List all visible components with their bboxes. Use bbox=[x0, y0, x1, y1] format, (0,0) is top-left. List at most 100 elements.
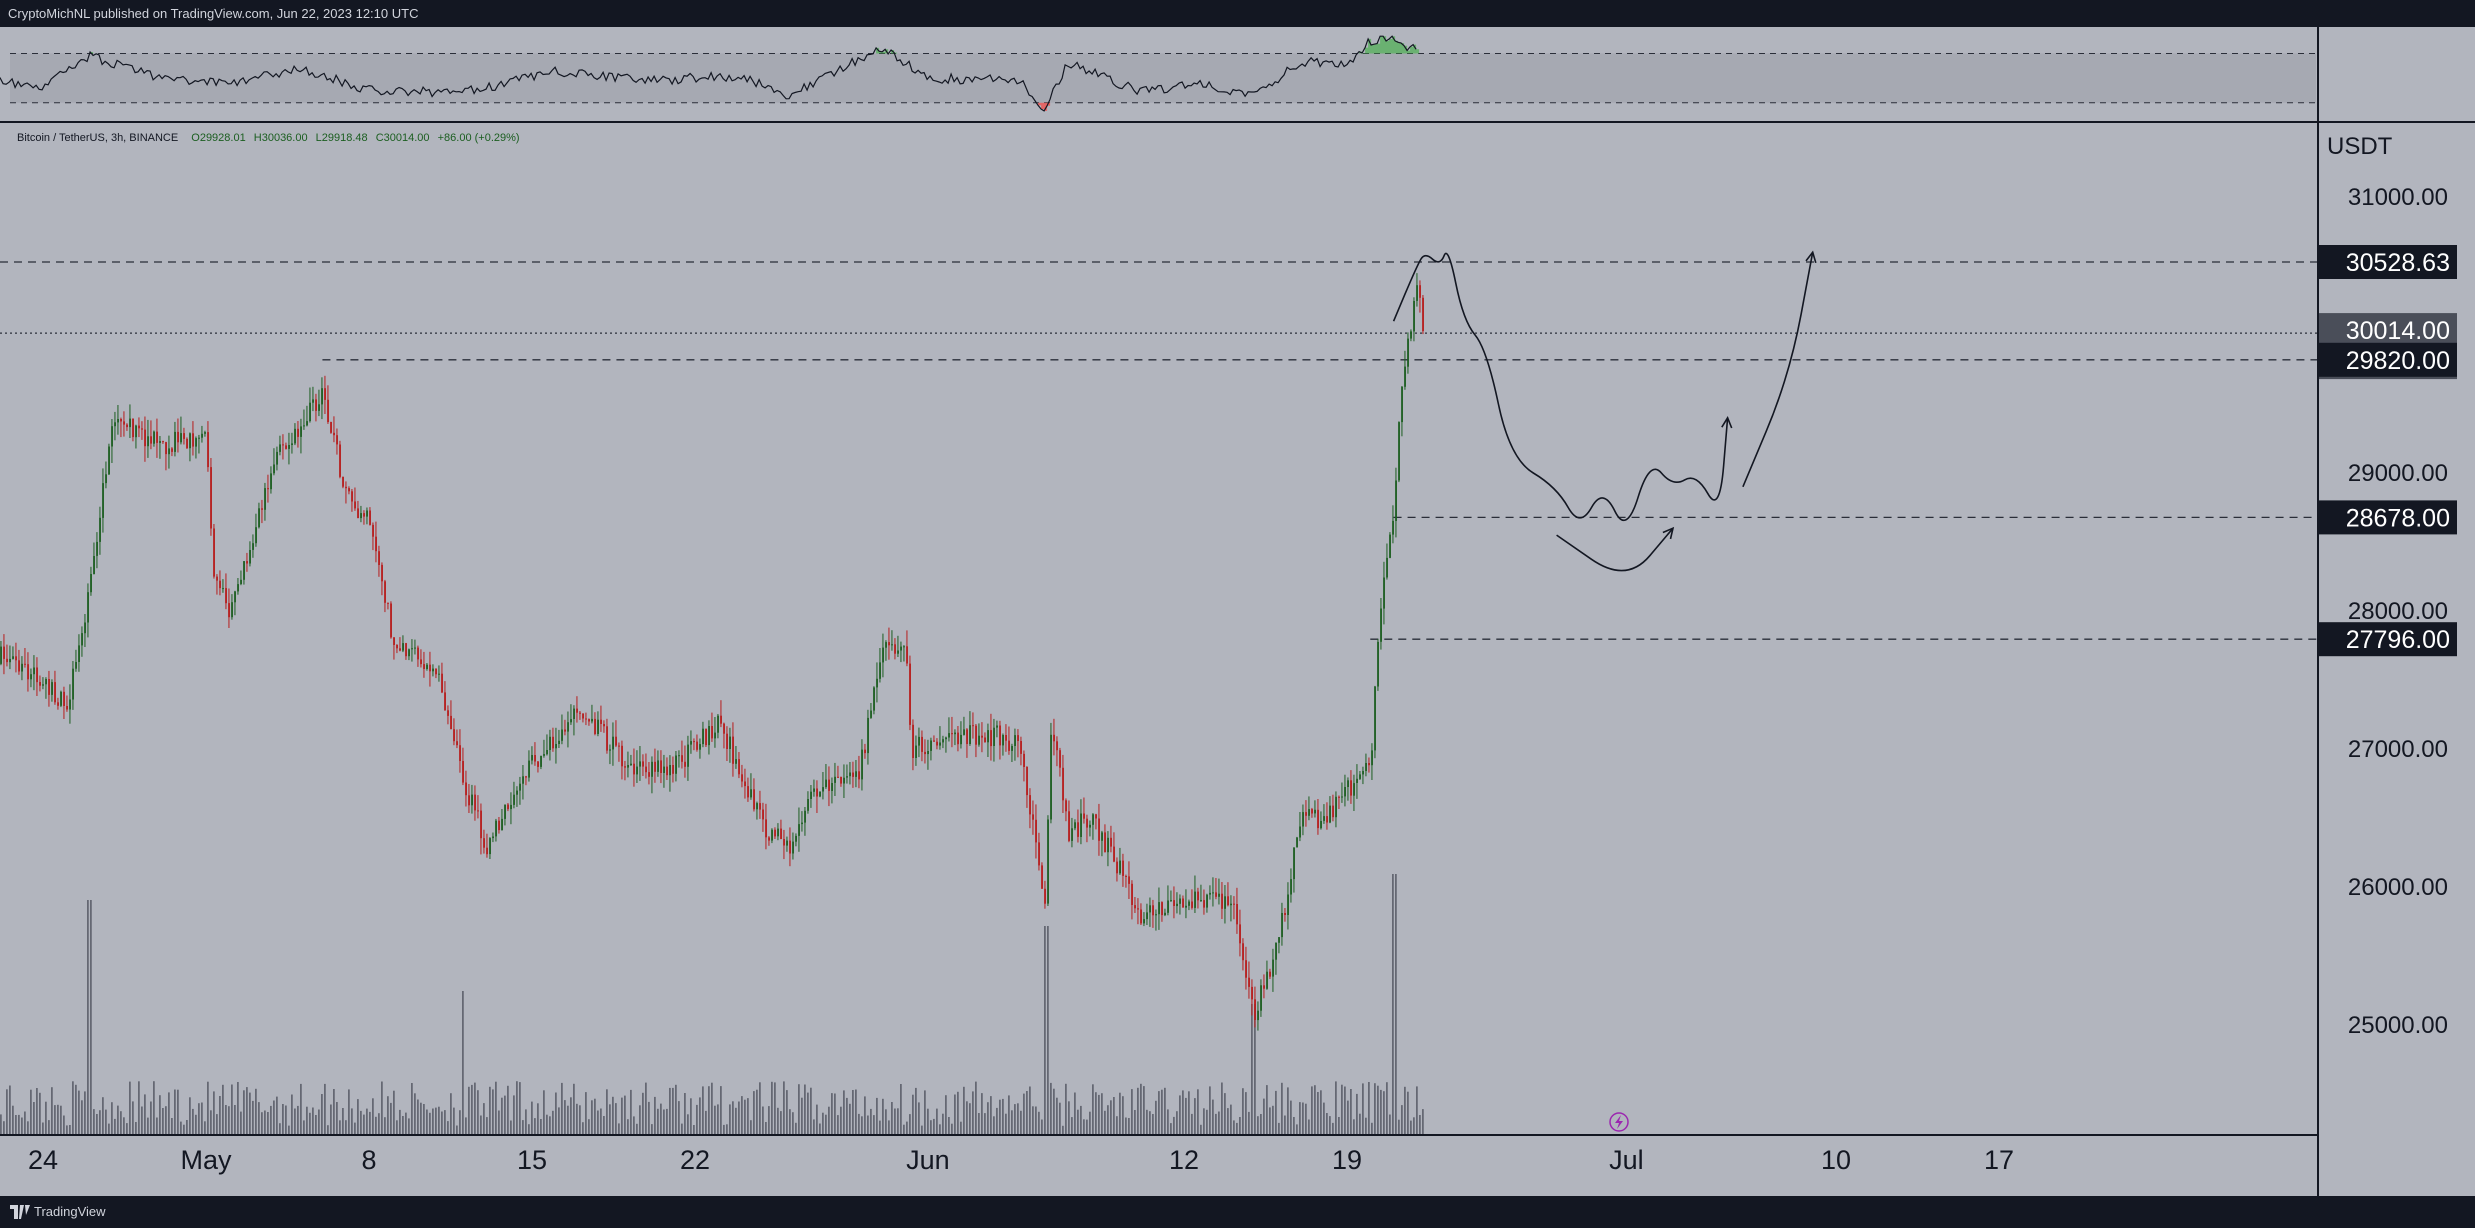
candle-body[interactable] bbox=[1056, 741, 1058, 751]
candle-body[interactable] bbox=[1023, 753, 1025, 767]
candle-body[interactable] bbox=[822, 787, 824, 792]
candle-body[interactable] bbox=[852, 772, 854, 777]
candle-body[interactable] bbox=[306, 421, 308, 426]
candle-body[interactable] bbox=[771, 829, 773, 841]
candle-body[interactable] bbox=[567, 722, 569, 732]
candle-body[interactable] bbox=[711, 726, 713, 739]
candle-body[interactable] bbox=[108, 446, 110, 475]
candle-body[interactable] bbox=[867, 717, 869, 754]
candle-body[interactable] bbox=[1086, 818, 1088, 828]
candle-body[interactable] bbox=[192, 433, 194, 447]
cup-arc[interactable] bbox=[1556, 527, 1674, 572]
candle-body[interactable] bbox=[612, 736, 614, 750]
candle-body[interactable] bbox=[96, 541, 98, 556]
candle-body[interactable] bbox=[1233, 903, 1235, 905]
candle-body[interactable] bbox=[354, 501, 356, 509]
candle-body[interactable] bbox=[666, 766, 668, 776]
candle-body[interactable] bbox=[231, 602, 233, 618]
candle-body[interactable] bbox=[411, 648, 413, 650]
candle-body[interactable] bbox=[543, 754, 545, 756]
candle-body[interactable] bbox=[33, 667, 35, 675]
candle-body[interactable] bbox=[465, 782, 467, 796]
candle-body[interactable] bbox=[681, 755, 683, 762]
candle-body[interactable] bbox=[585, 718, 587, 720]
candle-body[interactable] bbox=[126, 424, 128, 428]
candle-body[interactable] bbox=[120, 419, 122, 422]
candle-body[interactable] bbox=[489, 838, 491, 855]
candle-body[interactable] bbox=[909, 663, 911, 725]
candle-body[interactable] bbox=[261, 508, 263, 510]
candle-body[interactable] bbox=[375, 536, 377, 552]
candle-body[interactable] bbox=[369, 510, 371, 525]
candle-body[interactable] bbox=[66, 706, 68, 710]
candle-body[interactable] bbox=[393, 637, 395, 645]
candle-body[interactable] bbox=[579, 712, 581, 714]
candle-body[interactable] bbox=[843, 777, 845, 784]
candle-body[interactable] bbox=[1335, 796, 1337, 818]
candle-body[interactable] bbox=[477, 810, 479, 812]
candle-body[interactable] bbox=[1260, 985, 1262, 1011]
candle-body[interactable] bbox=[1254, 999, 1256, 1020]
candle-body[interactable] bbox=[189, 433, 191, 449]
candle-body[interactable] bbox=[558, 740, 560, 744]
candle-body[interactable] bbox=[687, 744, 689, 767]
candle-body[interactable] bbox=[1185, 905, 1187, 908]
candle-body[interactable] bbox=[387, 602, 389, 604]
candle-body[interactable] bbox=[468, 795, 470, 806]
candle-body[interactable] bbox=[117, 419, 119, 423]
candle-body[interactable] bbox=[603, 724, 605, 727]
candle-body[interactable] bbox=[933, 740, 935, 742]
candle-body[interactable] bbox=[234, 591, 236, 603]
candle-body[interactable] bbox=[423, 664, 425, 669]
candle-body[interactable] bbox=[1413, 301, 1415, 332]
candle-body[interactable] bbox=[1161, 902, 1163, 916]
candle-body[interactable] bbox=[21, 663, 23, 672]
candle-body[interactable] bbox=[1194, 891, 1196, 908]
candle-body[interactable] bbox=[1257, 1010, 1259, 1021]
candle-body[interactable] bbox=[1422, 297, 1424, 332]
candle-body[interactable] bbox=[1200, 900, 1202, 902]
candle-body[interactable] bbox=[834, 776, 836, 783]
candle-body[interactable] bbox=[1302, 812, 1304, 827]
candle-body[interactable] bbox=[939, 742, 941, 746]
candle-body[interactable] bbox=[729, 736, 731, 749]
candle-body[interactable] bbox=[1182, 898, 1184, 908]
projection-final-leg[interactable] bbox=[1742, 251, 1814, 488]
candle-body[interactable] bbox=[1107, 837, 1109, 853]
candle-body[interactable] bbox=[198, 437, 200, 439]
candle-body[interactable] bbox=[1026, 767, 1028, 796]
candle-body[interactable] bbox=[444, 692, 446, 711]
candle-body[interactable] bbox=[1305, 812, 1307, 816]
candle-body[interactable] bbox=[27, 664, 29, 680]
candle-body[interactable] bbox=[111, 426, 113, 447]
level-lines[interactable] bbox=[0, 261, 2317, 640]
candle-body[interactable] bbox=[906, 646, 908, 664]
candle-body[interactable] bbox=[459, 745, 461, 761]
candle-body[interactable] bbox=[15, 656, 17, 661]
candle-body[interactable] bbox=[1356, 778, 1358, 783]
candle-body[interactable] bbox=[1398, 422, 1400, 481]
candle-body[interactable] bbox=[63, 691, 65, 706]
candle-body[interactable] bbox=[1146, 912, 1148, 920]
candle-body[interactable] bbox=[828, 779, 830, 791]
candle-body[interactable] bbox=[153, 431, 155, 444]
candle-body[interactable] bbox=[60, 691, 62, 706]
candle-body[interactable] bbox=[399, 648, 401, 651]
candle-body[interactable] bbox=[1251, 986, 1253, 1000]
candle-body[interactable] bbox=[786, 840, 788, 846]
candle-body[interactable] bbox=[381, 564, 383, 582]
candle-body[interactable] bbox=[183, 433, 185, 439]
candle-body[interactable] bbox=[1044, 888, 1046, 904]
candle-body[interactable] bbox=[1311, 809, 1313, 814]
candle-body[interactable] bbox=[855, 771, 857, 777]
candle-body[interactable] bbox=[285, 445, 287, 449]
candle-body[interactable] bbox=[807, 799, 809, 811]
candle-body[interactable] bbox=[630, 763, 632, 765]
candle-body[interactable] bbox=[438, 673, 440, 675]
candle-body[interactable] bbox=[1125, 876, 1127, 877]
candle-body[interactable] bbox=[1011, 746, 1013, 751]
candle-body[interactable] bbox=[456, 741, 458, 746]
candle-body[interactable] bbox=[726, 733, 728, 749]
candle-body[interactable] bbox=[1164, 912, 1166, 916]
candle-body[interactable] bbox=[1338, 796, 1340, 798]
